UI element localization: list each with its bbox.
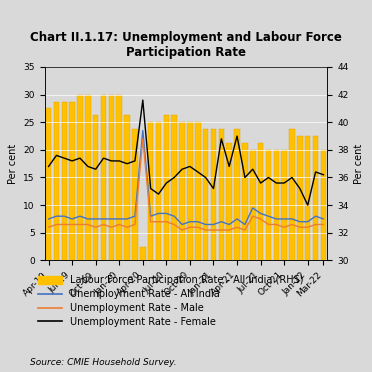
Bar bbox=[54, 102, 59, 372]
Bar bbox=[101, 94, 106, 372]
Bar bbox=[234, 129, 240, 372]
Bar bbox=[297, 136, 303, 372]
Bar bbox=[195, 122, 201, 372]
Y-axis label: Per cent: Per cent bbox=[354, 144, 364, 184]
Bar bbox=[219, 129, 224, 372]
Bar bbox=[321, 150, 326, 372]
Y-axis label: Per cent: Per cent bbox=[8, 144, 18, 184]
Bar bbox=[77, 94, 83, 372]
Bar bbox=[313, 136, 318, 372]
Bar bbox=[93, 115, 99, 372]
Bar bbox=[132, 129, 138, 372]
Bar bbox=[227, 143, 232, 372]
Bar bbox=[109, 94, 114, 372]
Bar bbox=[305, 136, 311, 372]
Bar bbox=[140, 247, 145, 372]
Bar bbox=[282, 150, 287, 372]
Bar bbox=[211, 129, 216, 372]
Bar bbox=[266, 150, 271, 372]
Bar bbox=[61, 102, 67, 372]
Bar bbox=[124, 115, 130, 372]
Bar bbox=[258, 143, 263, 372]
Legend: Labour Force Participation Rate - All India (RHS), Unemployment Rate - All India: Labour Force Participation Rate - All In… bbox=[35, 272, 306, 330]
Bar bbox=[156, 122, 161, 372]
Bar bbox=[242, 143, 248, 372]
Bar bbox=[273, 150, 279, 372]
Bar bbox=[203, 129, 208, 372]
Bar bbox=[116, 94, 122, 372]
Bar bbox=[289, 129, 295, 372]
Bar bbox=[164, 115, 169, 372]
Bar bbox=[171, 115, 177, 372]
Title: Chart II.1.17: Unemployment and Labour Force
Participation Rate: Chart II.1.17: Unemployment and Labour F… bbox=[30, 31, 342, 59]
Bar bbox=[85, 94, 91, 372]
Bar bbox=[46, 108, 51, 372]
Bar bbox=[70, 102, 75, 372]
Bar bbox=[179, 122, 185, 372]
Bar bbox=[148, 122, 153, 372]
Bar bbox=[187, 122, 193, 372]
Text: Source: CMIE Household Survey.: Source: CMIE Household Survey. bbox=[30, 357, 176, 366]
Bar bbox=[250, 150, 256, 372]
